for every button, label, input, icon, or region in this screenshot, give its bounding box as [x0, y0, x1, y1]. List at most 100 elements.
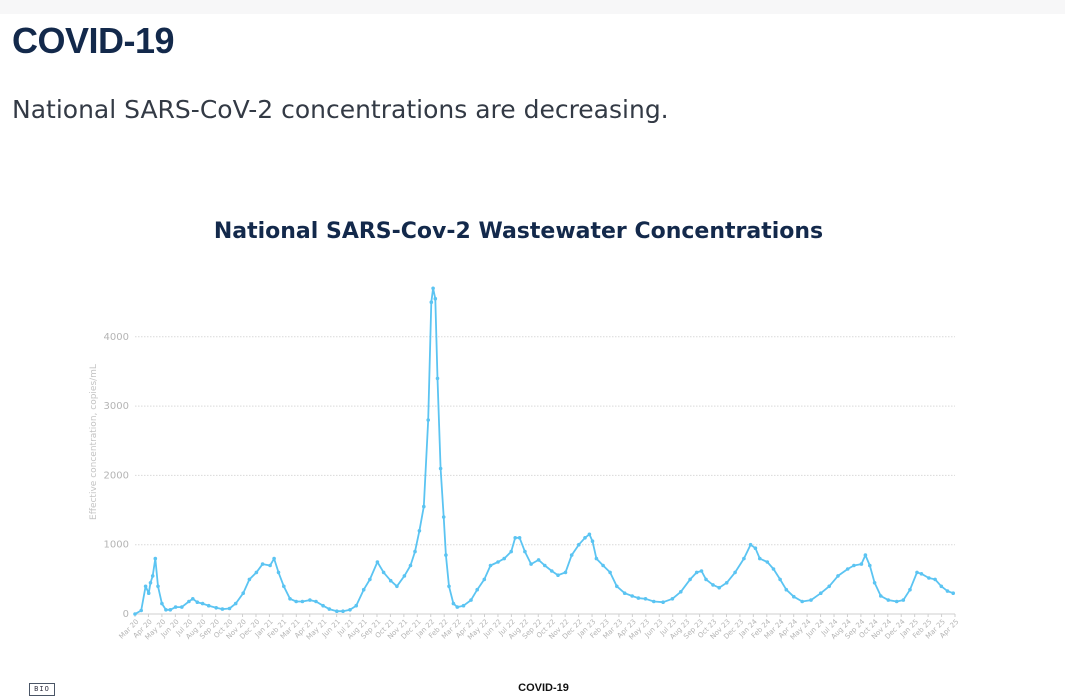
data-point — [863, 553, 868, 557]
data-point — [550, 569, 554, 573]
data-point — [513, 536, 517, 540]
y-axis-label: Effective concentration, copies/mL — [89, 364, 99, 520]
data-point — [227, 606, 232, 611]
data-point — [191, 597, 195, 601]
data-point — [150, 574, 155, 578]
data-point — [819, 591, 823, 595]
y-tick-label: 3000 — [104, 401, 129, 412]
data-point — [652, 599, 656, 604]
data-point — [556, 573, 560, 577]
data-point — [608, 570, 612, 575]
data-point — [321, 603, 325, 608]
data-point — [444, 553, 448, 557]
data-point — [583, 536, 587, 540]
data-point — [927, 576, 931, 580]
data-point — [431, 286, 435, 291]
data-point — [461, 603, 466, 608]
page-subtitle: National SARS-CoV-2 concentrations are d… — [12, 95, 669, 124]
data-point — [688, 577, 692, 582]
data-point — [308, 598, 312, 602]
data-point — [180, 605, 184, 609]
data-point — [748, 542, 753, 547]
data-point — [886, 598, 891, 602]
data-point — [233, 601, 238, 606]
data-point — [699, 569, 704, 573]
data-point — [933, 577, 937, 582]
data-point — [724, 581, 729, 585]
data-point — [879, 594, 883, 598]
data-point — [173, 605, 178, 609]
data-point — [587, 532, 592, 537]
y-tick-label: 1000 — [104, 540, 129, 551]
data-point — [146, 591, 151, 595]
data-point — [742, 556, 746, 561]
data-point — [153, 556, 158, 561]
data-point — [402, 574, 407, 578]
data-point — [417, 529, 422, 533]
data-point — [852, 563, 856, 568]
data-point — [214, 606, 218, 610]
data-point — [717, 585, 721, 590]
data-point — [661, 600, 665, 604]
data-point — [482, 577, 487, 582]
data-point — [268, 563, 272, 568]
data-point — [164, 608, 168, 612]
data-point — [711, 583, 715, 587]
data-point — [800, 599, 804, 604]
data-point — [422, 504, 426, 509]
data-point — [375, 560, 380, 564]
data-point — [630, 594, 634, 598]
data-point — [509, 549, 513, 554]
data-point — [426, 418, 431, 422]
data-point — [429, 300, 434, 305]
data-point — [517, 536, 522, 540]
data-point — [765, 560, 770, 564]
data-point — [908, 587, 912, 592]
data-point — [951, 591, 955, 595]
data-point — [636, 596, 641, 600]
data-point — [915, 570, 919, 575]
data-point — [919, 572, 924, 576]
data-point — [241, 591, 245, 595]
data-point — [335, 609, 339, 613]
data-point — [435, 376, 440, 381]
data-point — [901, 598, 906, 602]
data-point — [381, 570, 386, 575]
data-point — [836, 574, 840, 578]
data-point — [361, 587, 366, 592]
data-point — [187, 599, 191, 604]
data-point — [300, 599, 305, 604]
data-point — [536, 558, 541, 562]
data-point — [488, 563, 493, 568]
data-point — [441, 515, 446, 519]
data-point — [469, 598, 473, 602]
data-point — [529, 562, 533, 566]
data-point — [276, 570, 281, 575]
data-point — [771, 567, 776, 571]
data-point — [260, 562, 265, 566]
data-point — [543, 563, 547, 568]
data-point — [845, 567, 850, 571]
data-point — [496, 560, 500, 564]
data-point — [758, 556, 762, 561]
data-point — [577, 542, 581, 547]
data-point — [753, 546, 758, 550]
page-title: COVID-19 — [12, 20, 175, 61]
data-point — [868, 563, 872, 568]
data-point — [282, 584, 286, 589]
data-point — [438, 466, 443, 471]
data-point — [784, 587, 789, 592]
data-point — [792, 594, 796, 599]
data-point — [643, 597, 648, 601]
y-tick-label: 2000 — [104, 470, 129, 481]
data-point — [288, 597, 292, 601]
data-point — [563, 570, 568, 575]
data-point — [694, 570, 699, 575]
data-point — [388, 578, 393, 583]
data-point — [368, 577, 372, 582]
data-point — [148, 581, 153, 585]
data-point — [615, 584, 619, 589]
data-point — [133, 612, 137, 616]
data-point — [447, 584, 451, 589]
